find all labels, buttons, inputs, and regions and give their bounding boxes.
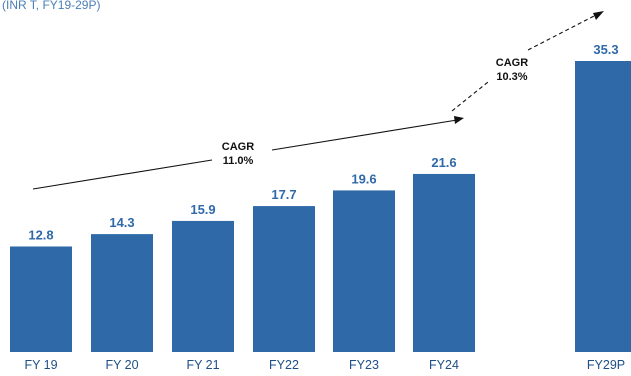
bar-fy29p bbox=[575, 61, 631, 352]
cagr-arrow-1-head bbox=[454, 116, 464, 124]
x-label-fy21: FY 21 bbox=[186, 358, 219, 372]
bars-group bbox=[10, 61, 631, 352]
cagr-arrow-2-lower bbox=[451, 81, 489, 112]
value-label-fy20: 14.3 bbox=[109, 215, 134, 230]
x-label-fy20: FY 20 bbox=[105, 358, 138, 372]
cagr-arrow-2-head bbox=[593, 11, 604, 20]
cagr-arrow-1-right bbox=[271, 119, 458, 151]
cagr-arrow-1-left bbox=[32, 159, 213, 190]
x-label-fy23: FY23 bbox=[349, 358, 379, 372]
value-label-fy22: 17.7 bbox=[271, 187, 296, 202]
cagr-annotation-1: CAGR 11.0% bbox=[32, 116, 464, 190]
cagr-2-label: CAGR bbox=[496, 57, 528, 69]
bar-fy22 bbox=[253, 206, 315, 352]
cagr-1-value: 11.0% bbox=[223, 155, 254, 167]
value-labels-group: 12.8 14.3 15.9 17.7 19.6 21.6 35.3 bbox=[28, 42, 618, 242]
cagr-annotation-2: CAGR 10.3% bbox=[451, 11, 604, 112]
value-label-fy21: 15.9 bbox=[190, 202, 215, 217]
cagr-1-label: CAGR bbox=[222, 141, 254, 153]
cagr-2-value: 10.3% bbox=[496, 71, 527, 83]
value-label-fy23: 19.6 bbox=[351, 171, 376, 186]
bar-fy23 bbox=[333, 190, 395, 352]
bar-fy21 bbox=[172, 220, 234, 352]
bar-fy20 bbox=[91, 234, 153, 352]
x-axis-labels-group: FY 19 FY 20 FY 21 FY22 FY23 FY24 FY29P bbox=[24, 358, 625, 372]
x-label-fy29p: FY29P bbox=[587, 358, 625, 372]
cagr-arrow-2-upper bbox=[527, 14, 597, 51]
value-label-fy29p: 35.3 bbox=[593, 42, 618, 57]
x-label-fy24: FY24 bbox=[429, 358, 459, 372]
x-label-fy22: FY22 bbox=[269, 358, 299, 372]
bar-fy24 bbox=[413, 173, 475, 352]
value-label-fy19: 12.8 bbox=[28, 227, 53, 242]
chart-subtitle: (INR T, FY19-29P) bbox=[2, 0, 101, 12]
bar-fy19 bbox=[10, 246, 72, 352]
x-label-fy19: FY 19 bbox=[24, 358, 57, 372]
value-label-fy24: 21.6 bbox=[431, 155, 456, 170]
